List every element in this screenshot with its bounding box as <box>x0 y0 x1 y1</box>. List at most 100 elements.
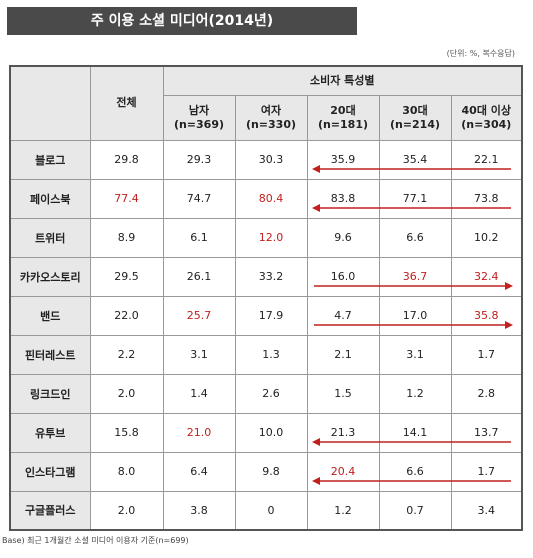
header-col-label: 여자 <box>260 103 282 117</box>
table-cell: 0 <box>234 490 308 531</box>
header-col-label: 남자 <box>188 103 210 117</box>
table-cell: 22.0 <box>89 295 164 336</box>
table-cell: 12.0 <box>234 217 308 258</box>
table-cell: 15.8 <box>89 412 164 453</box>
table-cell: 32.4 <box>450 256 523 297</box>
table-cell: 77.1 <box>378 178 452 219</box>
table-cell: 21.0 <box>162 412 236 453</box>
table-row: 카카오스토리 29.5 26.1 33.2 16.0 36.7 32.4 <box>9 256 523 297</box>
table-cell: 74.7 <box>162 178 236 219</box>
table-cell: 1.7 <box>450 451 523 492</box>
header-col-n: (n=330) <box>245 117 297 131</box>
header-col-3: 30대 (n=214) <box>378 94 452 141</box>
table-cell: 30.3 <box>234 139 308 180</box>
header-col-label: 30대 <box>402 103 428 117</box>
table-cell: 17.9 <box>234 295 308 336</box>
table-cell: 83.8 <box>306 178 380 219</box>
header-col-n: (n=181) <box>317 117 369 131</box>
table-cell: 3.4 <box>450 490 523 531</box>
header-col-n: (n=304) <box>461 117 512 131</box>
social-media-table: 전체 소비자 특성별 남자 (n=369) 여자 (n=330) 20대 (n=181) 3… <box>9 65 524 531</box>
table-cell: 10.2 <box>450 217 523 258</box>
table-cell: 2.0 <box>89 373 164 414</box>
table-cell: 9.8 <box>234 451 308 492</box>
table-cell: 3.1 <box>378 334 452 375</box>
table-row: 페이스북 77.4 74.7 80.4 83.8 77.1 73.8 <box>9 178 523 219</box>
table-cell: 13.7 <box>450 412 523 453</box>
table-cell: 2.1 <box>306 334 380 375</box>
header-col-1: 여자 (n=330) <box>234 94 308 141</box>
table-cell: 4.7 <box>306 295 380 336</box>
header-col-label: 40대 이상 <box>461 103 512 117</box>
table-cell: 29.8 <box>89 139 164 180</box>
row-label: 페이스북 <box>9 178 91 219</box>
table-row: 밴드 22.0 25.7 17.9 4.7 17.0 35.8 <box>9 295 523 336</box>
table-cell: 14.1 <box>378 412 452 453</box>
table-cell: 2.2 <box>89 334 164 375</box>
table-cell: 22.1 <box>450 139 523 180</box>
table-cell: 10.0 <box>234 412 308 453</box>
table-cell: 80.4 <box>234 178 308 219</box>
row-label: 구글플러스 <box>9 490 91 531</box>
table-cell: 0.7 <box>378 490 452 531</box>
table-cell: 1.7 <box>450 334 523 375</box>
table-cell: 1.2 <box>378 373 452 414</box>
table-cell: 21.3 <box>306 412 380 453</box>
table-cell: 6.1 <box>162 217 236 258</box>
page-title: 주 이용 소셜 미디어(2014년) <box>7 7 357 35</box>
table-cell: 20.4 <box>306 451 380 492</box>
data-table-container: 전체 소비자 특성별 남자 (n=369) 여자 (n=330) 20대 (n=181) 3… <box>9 65 524 531</box>
table-row: 블로그 29.8 29.3 30.3 35.9 35.4 22.1 <box>9 139 523 180</box>
row-label: 블로그 <box>9 139 91 180</box>
row-label: 유투브 <box>9 412 91 453</box>
row-label: 밴드 <box>9 295 91 336</box>
table-cell: 26.1 <box>162 256 236 297</box>
table-cell: 73.8 <box>450 178 523 219</box>
header-col-n: (n=369) <box>173 117 225 131</box>
table-cell: 9.6 <box>306 217 380 258</box>
header-col-n: (n=214) <box>389 117 441 131</box>
table-cell: 1.3 <box>234 334 308 375</box>
table-cell: 35.8 <box>450 295 523 336</box>
table-cell: 1.4 <box>162 373 236 414</box>
table-cell: 35.4 <box>378 139 452 180</box>
table-cell: 1.2 <box>306 490 380 531</box>
table-cell: 17.0 <box>378 295 452 336</box>
header-col-4: 40대 이상 (n=304) <box>450 94 523 141</box>
table-cell: 2.8 <box>450 373 523 414</box>
table-cell: 35.9 <box>306 139 380 180</box>
table-row: 핀터레스트 2.2 3.1 1.3 2.1 3.1 1.7 <box>9 334 523 375</box>
row-label: 핀터레스트 <box>9 334 91 375</box>
table-cell: 16.0 <box>306 256 380 297</box>
table-cell: 25.7 <box>162 295 236 336</box>
table-row: 링크드인 2.0 1.4 2.6 1.5 1.2 2.8 <box>9 373 523 414</box>
table-cell: 6.4 <box>162 451 236 492</box>
table-cell: 6.6 <box>378 451 452 492</box>
table-row: 구글플러스 2.0 3.8 0 1.2 0.7 3.4 <box>9 490 523 531</box>
table-cell: 33.2 <box>234 256 308 297</box>
table-cell: 29.5 <box>89 256 164 297</box>
table-row: 인스타그램 8.0 6.4 9.8 20.4 6.6 1.7 <box>9 451 523 492</box>
base-note: Base) 최근 1개월간 소셜 미디어 이용자 기준(n=699) <box>2 536 189 545</box>
table-cell: 77.4 <box>89 178 164 219</box>
unit-note: (단위: %, 복수응답) <box>446 49 515 58</box>
table-cell: 8.9 <box>89 217 164 258</box>
corner-cell <box>9 65 91 141</box>
table-cell: 8.0 <box>89 451 164 492</box>
row-label: 카카오스토리 <box>9 256 91 297</box>
header-total: 전체 <box>89 65 164 141</box>
row-label: 링크드인 <box>9 373 91 414</box>
row-label: 트위터 <box>9 217 91 258</box>
row-label: 인스타그램 <box>9 451 91 492</box>
table-cell: 36.7 <box>378 256 452 297</box>
header-col-2: 20대 (n=181) <box>306 94 380 141</box>
table-cell: 6.6 <box>378 217 452 258</box>
table-cell: 3.8 <box>162 490 236 531</box>
table-row: 유투브 15.8 21.0 10.0 21.3 14.1 13.7 <box>9 412 523 453</box>
table-cell: 29.3 <box>162 139 236 180</box>
header-col-label: 20대 <box>330 103 356 117</box>
table-cell: 1.5 <box>306 373 380 414</box>
header-group: 소비자 특성별 <box>162 65 523 96</box>
header-col-0: 남자 (n=369) <box>162 94 236 141</box>
table-cell: 2.0 <box>89 490 164 531</box>
